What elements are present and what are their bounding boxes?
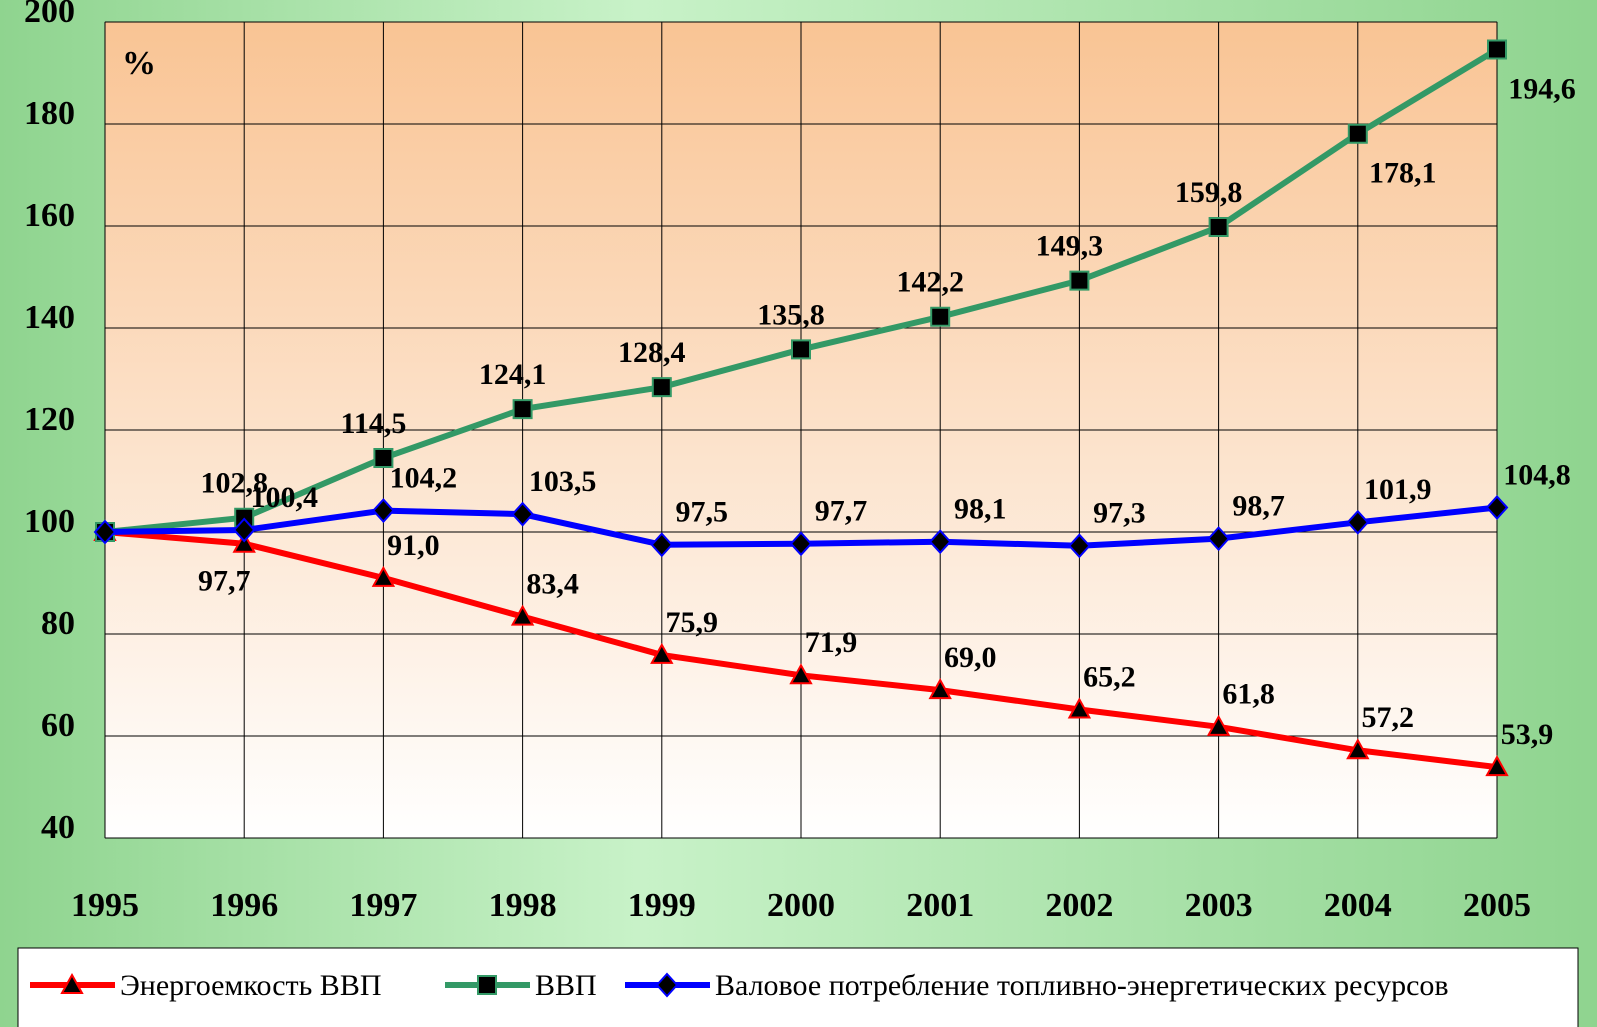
marker [372,498,395,524]
data-label: 142,2 [896,266,964,299]
data-label: 159,8 [1175,176,1243,209]
marker [650,642,674,664]
marker [232,531,256,553]
marker [1207,526,1230,552]
marker [232,517,256,543]
marker [1069,270,1090,291]
marker [928,678,952,700]
data-label: 91,0 [387,529,440,562]
data-label: 65,2 [1083,660,1136,693]
data-label: 98,1 [954,493,1007,526]
marker [651,377,672,398]
marker [60,972,84,994]
marker [1346,738,1370,760]
data-label: 61,8 [1222,678,1275,711]
legend-label: ВВП [535,969,597,1002]
data-label: 98,7 [1232,490,1285,523]
data-label: 149,3 [1036,229,1104,262]
marker [512,399,533,420]
x-tick-label: 2001 [906,887,974,924]
data-label: 114,5 [340,407,406,440]
data-label: 97,5 [676,496,729,529]
marker [1208,217,1229,238]
y-tick-label: 100 [24,503,75,540]
y-tick-label: 40 [41,809,75,846]
marker [1067,697,1092,719]
annotation: % [122,45,156,82]
marker [1485,755,1509,777]
x-tick-label: 2000 [767,887,835,924]
y-tick-label: 160 [24,197,75,234]
data-label: 100,4 [250,481,318,514]
marker [789,663,813,685]
data-label: 75,9 [666,606,719,639]
data-label: 102,8 [200,467,268,500]
data-label: 178,1 [1369,157,1437,190]
marker [1485,495,1509,521]
legend-box [17,947,1579,1027]
marker [655,972,679,998]
legend-label: Валовое потребление топливно-энергетичес… [715,969,1449,1002]
data-label: 135,8 [757,298,825,331]
x-tick-label: 1997 [349,887,417,924]
marker [1068,533,1091,559]
x-tick-label: 1996 [210,887,278,924]
x-tick-label: 1998 [489,887,557,924]
x-tick-label: 1999 [628,887,696,924]
marker [1487,39,1507,60]
marker [93,519,117,545]
y-tick-label: 140 [24,299,75,336]
x-tick-label: 2004 [1324,887,1392,924]
marker [791,339,811,360]
marker [477,975,497,995]
marker [1346,509,1370,535]
data-label: 97,7 [815,495,868,528]
data-label: 124,1 [479,358,547,391]
data-label: 97,7 [198,565,251,598]
y-tick-label: 120 [24,401,75,438]
data-label: 104,2 [390,461,458,494]
y-tick-label: 200 [24,0,75,30]
data-label: 103,5 [529,465,597,498]
x-tick-label: 2005 [1463,887,1531,924]
data-label: 69,0 [944,641,997,674]
marker [789,531,813,557]
data-label: 83,4 [526,568,579,601]
y-tick-label: 80 [41,605,75,642]
x-tick-label: 1995 [71,887,139,924]
data-label: 97,3 [1093,497,1146,530]
marker [510,604,535,626]
marker [373,448,394,469]
marker [371,565,396,587]
marker [930,306,951,327]
x-tick-label: 2003 [1185,887,1253,924]
legend-label: Энергоемкость ВВП [120,969,382,1002]
marker [1347,123,1368,144]
x-tick-label: 2002 [1045,887,1113,924]
data-label: 104,8 [1503,458,1571,491]
y-tick-label: 60 [41,707,75,744]
data-label: 57,2 [1362,701,1415,734]
data-label: 194,6 [1508,72,1576,105]
data-label: 128,4 [618,336,686,369]
y-tick-label: 180 [24,95,75,132]
marker [1206,714,1231,736]
data-label: 101,9 [1364,473,1432,506]
marker [511,501,534,527]
data-label: 53,9 [1501,718,1554,751]
marker [650,532,674,558]
marker [928,529,952,555]
data-label: 71,9 [805,626,858,659]
